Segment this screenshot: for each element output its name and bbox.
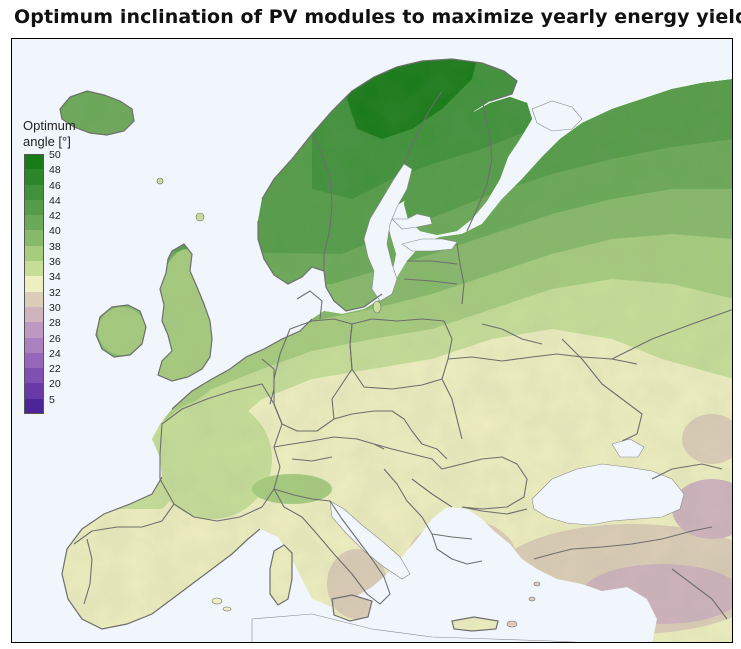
- legend-label: 42: [49, 210, 61, 223]
- legend-title-line2: angle [°]: [23, 134, 71, 149]
- legend-swatch: [24, 322, 44, 338]
- legend-label: 5: [49, 393, 55, 406]
- legend-swatch: [24, 383, 44, 399]
- legend-item: 36: [23, 256, 103, 277]
- legend-item: 50: [23, 149, 103, 170]
- inland-seas: [251, 100, 685, 642]
- legend-items: 50 48 46 44 42 40 38 36 34 32 30 28 26 24 22 20 5: [23, 149, 103, 415]
- legend-swatch: [24, 276, 44, 292]
- legend-swatch: [24, 291, 44, 307]
- coastlines: [59, 58, 518, 632]
- legend-item: 48: [23, 164, 103, 185]
- legend: Optimum angle [°] 50 48 46 44 42 40 38 36 34 32 30…: [23, 118, 113, 415]
- legend-swatch: [24, 199, 44, 216]
- legend-label: 40: [49, 225, 61, 238]
- legend-label: 36: [49, 256, 61, 269]
- legend-swatch: [24, 368, 44, 384]
- legend-swatch: [24, 154, 44, 170]
- legend-label: 32: [49, 286, 61, 299]
- legend-title-line1: Optimum: [23, 118, 76, 133]
- legend-label: 28: [49, 317, 61, 330]
- legend-item: 24: [23, 348, 103, 369]
- legend-item: 40: [23, 225, 103, 246]
- legend-label: 20: [49, 378, 61, 391]
- legend-swatch: [24, 261, 44, 277]
- map-frame: [11, 38, 733, 643]
- legend-label: 30: [49, 301, 61, 314]
- legend-label: 46: [49, 179, 61, 192]
- legend-item: 20: [23, 378, 103, 399]
- legend-swatch: [24, 184, 44, 200]
- legend-label: 24: [49, 347, 61, 360]
- legend-swatch: [24, 306, 44, 323]
- legend-item: 26: [23, 333, 103, 353]
- legend-item: 46: [23, 180, 103, 200]
- legend-label: 26: [49, 332, 61, 345]
- legend-swatch: [24, 169, 44, 185]
- legend-label: 48: [49, 164, 61, 177]
- legend-label: 34: [49, 271, 61, 284]
- legend-label: 44: [49, 194, 61, 207]
- legend-swatch: [24, 398, 44, 415]
- legend-item: 34: [23, 271, 103, 292]
- legend-title: Optimum angle [°]: [23, 118, 113, 150]
- legend-item: 22: [23, 363, 103, 384]
- legend-item: 30: [23, 302, 103, 323]
- legend-label: 38: [49, 240, 61, 253]
- legend-swatch: [24, 337, 44, 353]
- legend-item: 28: [23, 317, 103, 338]
- legend-swatch: [24, 230, 44, 246]
- legend-item: 5: [23, 394, 103, 415]
- legend-swatch: [24, 215, 44, 231]
- legend-item: 44: [23, 195, 103, 216]
- legend-item: 38: [23, 241, 103, 262]
- map-title: Optimum inclination of PV modules to max…: [14, 6, 741, 28]
- legend-label: 22: [49, 363, 61, 376]
- legend-item: 42: [23, 210, 103, 231]
- legend-label: 50: [49, 149, 61, 161]
- legend-swatch: [24, 352, 44, 369]
- country-borders: [73, 90, 732, 620]
- islands: [156, 177, 541, 628]
- legend-item: 32: [23, 287, 103, 307]
- legend-swatch: [24, 245, 44, 262]
- europe-map: [12, 39, 732, 642]
